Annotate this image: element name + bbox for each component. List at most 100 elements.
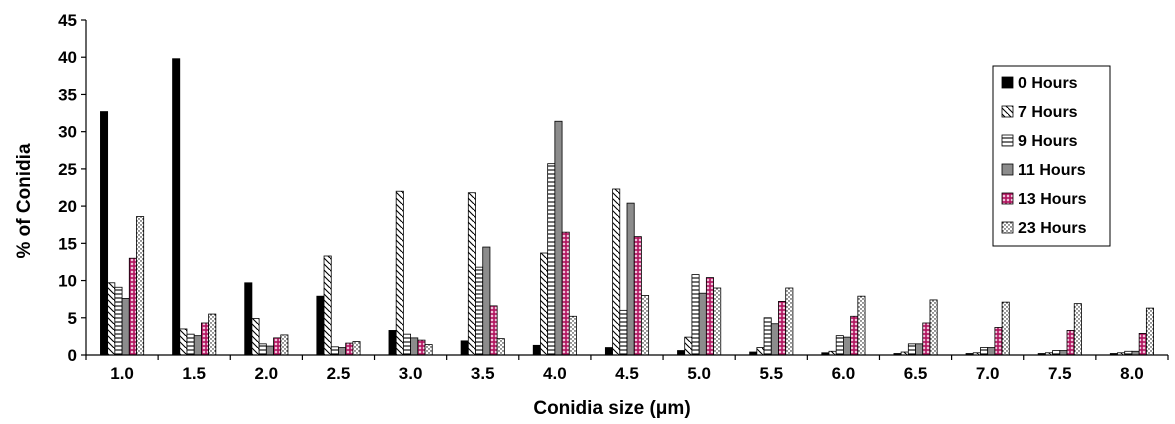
legend-label: 7 Hours [1018, 104, 1078, 121]
bar-7-hours [107, 282, 116, 356]
y-tick-label: 15 [58, 234, 77, 253]
bar-7-hours [684, 336, 693, 356]
bar-23-hours [496, 338, 505, 356]
bar-7-hours [467, 192, 476, 356]
bar-7-hours [179, 328, 188, 356]
bar-0-hours [532, 344, 541, 356]
bar-11-hours [121, 298, 130, 356]
y-tick-label: 40 [58, 48, 77, 67]
bar-23-hours [1073, 303, 1082, 356]
bar-11-hours [770, 323, 779, 356]
y-tick-label: 5 [68, 309, 77, 328]
bar-9-hours [907, 343, 916, 356]
bar-7-hours [395, 190, 404, 356]
bar-9-hours [475, 266, 484, 356]
bar-9-hours [186, 333, 195, 356]
bar-0-hours [460, 340, 469, 356]
bar-13-hours [1066, 330, 1075, 356]
bar-11-hours [193, 335, 202, 356]
legend-swatch [1001, 192, 1014, 205]
bar-11-hours [1059, 350, 1068, 356]
x-tick-label: 7.0 [976, 364, 1000, 383]
bar-23-hours [352, 341, 361, 356]
x-tick-label: 8.0 [1120, 364, 1144, 383]
bar-0-hours [388, 330, 397, 356]
bar-0-hours [172, 58, 181, 356]
bar-11-hours [410, 337, 419, 356]
bar-13-hours [778, 300, 787, 356]
x-tick-label: 5.0 [687, 364, 711, 383]
bar-11-hours [915, 343, 924, 356]
bar-13-hours [633, 236, 642, 356]
y-tick-label: 20 [58, 197, 77, 216]
legend: 0 Hours 7 Hours 9 Hours 11 Hours 13 Hours 23 … [992, 65, 1111, 247]
x-tick-label: 3.0 [399, 364, 423, 383]
bar-13-hours [345, 342, 354, 356]
bar-13-hours [561, 231, 570, 356]
x-tick-label: 4.0 [543, 364, 567, 383]
bar-9-hours [619, 309, 628, 356]
legend-box [992, 65, 1111, 247]
bar-23-hours [857, 295, 866, 356]
bar-13-hours [489, 305, 498, 356]
bar-7-hours [540, 252, 549, 356]
bar-0-hours [244, 282, 253, 356]
bar-11-hours [698, 292, 707, 356]
y-tick-label: 10 [58, 272, 77, 291]
bar-13-hours [273, 337, 282, 356]
bar-23-hours [641, 295, 650, 356]
bar-11-hours [626, 202, 635, 356]
x-tick-label: 7.5 [1048, 364, 1072, 383]
bar-13-hours [705, 277, 714, 356]
bar-13-hours [1138, 333, 1147, 356]
bar-9-hours [114, 286, 123, 356]
x-axis: 1.0 1.5 2.0 2.5 3.0 3.5 4.0 4.5 5.0 5.5 6.0 6.5 7.0 7… [85, 354, 1169, 383]
y-tick-label: 45 [58, 11, 77, 30]
bar-13-hours [850, 315, 859, 356]
bar-9-hours [763, 317, 772, 356]
x-tick-label: 2.5 [327, 364, 351, 383]
bar-7-hours [756, 347, 765, 356]
bar-13-hours [201, 322, 210, 356]
x-tick-label: 3.5 [471, 364, 495, 383]
bar-13-hours [128, 257, 137, 356]
legend-swatch [1001, 134, 1014, 147]
bar-23-hours [713, 287, 722, 356]
bar-11-hours [843, 336, 852, 356]
legend-swatch [1001, 221, 1014, 234]
bar-23-hours [785, 287, 794, 356]
bar-23-hours [424, 344, 433, 356]
bar-11-hours [987, 347, 996, 356]
legend-label: 23 Hours [1018, 220, 1087, 237]
y-tick-label: 35 [58, 85, 77, 104]
bar-0-hours [316, 295, 325, 356]
bar-23-hours [280, 334, 289, 356]
bar-0-hours [677, 350, 686, 356]
legend-swatch [1001, 76, 1014, 89]
bar-7-hours [251, 318, 260, 356]
bar-11-hours [338, 347, 347, 356]
bar-13-hours [922, 322, 931, 356]
bar-23-hours [929, 299, 938, 356]
x-tick-label: 1.5 [182, 364, 206, 383]
bar-9-hours [691, 274, 700, 356]
bar-11-hours [482, 246, 491, 356]
x-tick-label: 6.0 [832, 364, 856, 383]
y-axis: 0 5 10 15 20 25 30 35 40 45 [58, 11, 87, 365]
bar-13-hours [994, 327, 1003, 356]
bar-0-hours [100, 111, 109, 356]
bar-9-hours [258, 343, 267, 356]
y-tick-label: 30 [58, 123, 77, 142]
x-axis-title: Conidia size (μm) [533, 398, 690, 419]
legend-swatch [1001, 163, 1014, 176]
bar-9-hours [1052, 350, 1061, 356]
x-tick-label: 6.5 [904, 364, 928, 383]
bar-7-hours [323, 255, 332, 356]
y-axis-title: % of Conidia [14, 143, 35, 258]
bar-7-hours [612, 188, 621, 356]
bar-11-hours [554, 120, 563, 356]
x-tick-label: 4.5 [615, 364, 639, 383]
bar-0-hours [604, 347, 613, 356]
bar-9-hours [330, 346, 339, 356]
